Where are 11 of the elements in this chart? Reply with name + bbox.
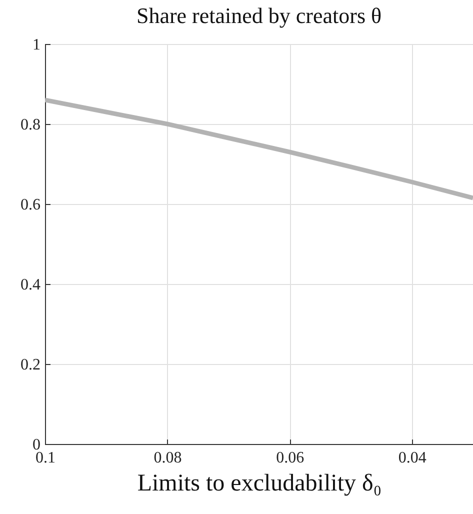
x-axis-title: Limits to excludability δ₀	[137, 470, 382, 496]
line-series	[45, 98, 473, 200]
x-tick-label: 0.04	[398, 450, 426, 466]
y-tick-label: 0.2	[20, 356, 40, 374]
x-tick-label: 0.06	[276, 450, 304, 466]
chart-title: Share retained by creators θ	[136, 3, 382, 28]
y-tick-label: 0.4	[20, 276, 40, 294]
y-tick-label: 1	[32, 36, 40, 54]
x-tick-label: 0.08	[154, 450, 182, 466]
y-tick-label: 0.6	[20, 196, 40, 214]
y-tick-label: 0.8	[20, 116, 40, 134]
